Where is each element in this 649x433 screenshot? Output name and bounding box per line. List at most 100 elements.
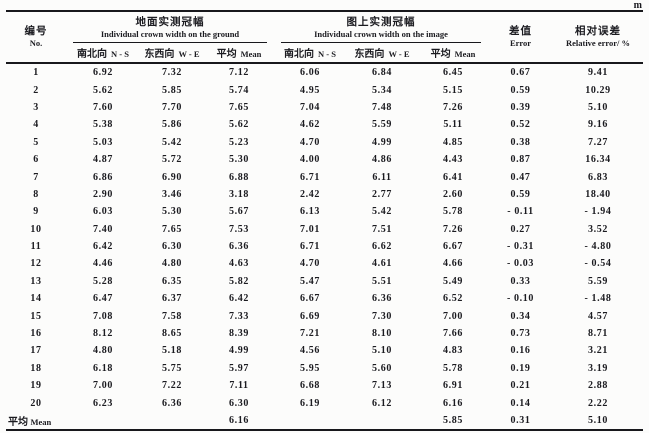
image-ns-cell: 4.70	[300, 136, 320, 148]
row-number-cell: 9	[33, 206, 39, 218]
image-we-cell: 5.59	[372, 119, 392, 131]
mean-row: 平均 Mean 6.16 5.85 0.31 5.10	[6, 412, 643, 430]
row-number-cell: 2	[33, 84, 39, 96]
image-we-cell: 7.13	[372, 380, 392, 392]
image-mean-cell: 6.67	[443, 241, 463, 253]
table-row: 19 7.00 7.22 7.11 6.68 7.13 6.91 0.21 2.88	[6, 377, 643, 394]
header-group-ground-en: Individual crown width on the ground	[100, 29, 240, 39]
image-we-cell: 6.12	[372, 397, 392, 409]
ground-mean-cell: 8.39	[229, 328, 249, 340]
ground-we-cell: 5.72	[162, 154, 182, 166]
ground-mean-cell: 7.12	[229, 67, 249, 79]
ground-mean-cell: 6.42	[229, 293, 249, 305]
header-relative-error-zh: 相对误差	[575, 25, 621, 37]
relative-error-cell: 3.21	[588, 345, 608, 357]
table-row: 17 4.80 5.18 4.99 4.56 5.10 4.83 0.16 3.21	[6, 342, 643, 359]
table-row: 1 6.92 7.32 7.12 6.06 6.84 6.45 0.67 9.41	[6, 63, 643, 81]
image-mean-cell: 7.26	[443, 223, 463, 235]
relative-error-cell: 3.52	[588, 223, 608, 235]
image-mean-cell: 4.43	[443, 154, 463, 166]
error-cell: - 0.31	[507, 241, 534, 253]
image-ns-cell: 7.21	[300, 328, 320, 340]
table-row: 18 6.18 5.75 5.97 5.95 5.60 5.78 0.19 3.19	[6, 360, 643, 377]
row-number-cell: 17	[30, 345, 42, 357]
image-mean-cell: 7.00	[443, 310, 463, 322]
relative-error-cell: 10.29	[585, 84, 611, 96]
image-ns-cell: 4.95	[300, 84, 320, 96]
subheader-image-mean: 平均 Mean	[430, 49, 476, 60]
image-mean-cell: 6.16	[443, 397, 463, 409]
table-row: 6 4.87 5.72 5.30 4.00 4.86 4.43 0.87 16.34	[6, 151, 643, 168]
image-ns-cell: 2.42	[300, 188, 320, 200]
row-number-cell: 10	[30, 223, 42, 235]
relative-error-cell: - 0.54	[584, 258, 612, 270]
table-row: 7 6.86 6.90 6.88 6.71 6.11 6.41 0.47 6.83	[6, 168, 643, 185]
row-number-cell: 16	[30, 328, 42, 340]
relative-error-cell: - 1.48	[584, 293, 612, 305]
ground-mean-cell: 5.74	[229, 84, 249, 96]
image-mean-cell: 2.60	[443, 188, 463, 200]
relative-error-cell: 6.83	[588, 171, 608, 183]
table-row: 8 2.90 3.46 3.18 2.42 2.77 2.60 0.59 18.40	[6, 186, 643, 203]
error-cell: 0.59	[510, 188, 531, 200]
image-ns-cell: 6.69	[300, 310, 320, 322]
header-no-zh: 编号	[24, 25, 48, 37]
table-row: 3 7.60 7.70 7.65 7.04 7.48 7.26 0.39 5.10	[6, 99, 643, 116]
ground-mean-cell: 5.82	[229, 275, 249, 287]
header-relative-error: 相对误差 Relative error/ %	[553, 11, 643, 63]
relative-error-cell: 5.10	[588, 101, 608, 113]
header-error-zh: 差值	[509, 25, 532, 37]
header-relative-error-en: Relative error/ %	[565, 37, 631, 48]
row-number-cell: 11	[30, 241, 42, 253]
image-we-cell: 2.77	[372, 188, 392, 200]
relative-error-cell: 3.19	[588, 362, 608, 374]
table-footer: 平均 Mean 6.16 5.85 0.31 5.10	[6, 412, 643, 430]
ground-ns-cell: 7.60	[93, 101, 113, 113]
error-cell: 0.34	[510, 310, 531, 322]
ground-ns-cell: 4.87	[93, 154, 113, 166]
ground-we-cell: 8.65	[162, 328, 182, 340]
ground-mean-cell: 6.36	[229, 241, 249, 253]
error-cell: 0.39	[510, 101, 531, 113]
image-we-cell: 6.11	[372, 171, 392, 183]
image-ns-cell: 6.68	[300, 380, 320, 392]
error-cell: 0.19	[510, 362, 531, 374]
ground-we-cell: 7.65	[162, 223, 182, 235]
image-we-cell: 6.36	[372, 293, 392, 305]
row-number-cell: 14	[30, 293, 42, 305]
error-cell: - 0.11	[507, 206, 534, 218]
relative-error-cell: 2.22	[588, 397, 608, 409]
header-group-image-zh: 图上实测冠幅	[346, 17, 416, 28]
table-row: 12 4.46 4.80 4.63 4.70 4.61 4.66 - 0.03 - 0.54	[6, 255, 643, 272]
ground-ns-cell: 4.80	[93, 345, 113, 357]
ground-we-cell: 5.18	[162, 345, 182, 357]
ground-mean-cell: 7.65	[229, 101, 249, 113]
error-cell: 0.47	[510, 171, 531, 183]
image-we-cell: 4.86	[372, 154, 392, 166]
relative-error-cell: 9.16	[588, 119, 608, 131]
error-cell: 0.21	[510, 380, 531, 392]
table-row: 16 8.12 8.65 8.39 7.21 8.10 7.66 0.73 8.71	[6, 325, 643, 342]
image-we-cell: 8.10	[372, 328, 392, 340]
header-group-image-en: Individual crown width on the image	[314, 29, 448, 39]
empty-cell	[66, 412, 140, 430]
error-cell: - 0.03	[507, 258, 534, 270]
row-number-cell: 5	[33, 136, 39, 148]
empty-cell	[346, 412, 418, 430]
image-mean-cell: 5.78	[443, 206, 463, 218]
mean-error-value: 0.31	[510, 415, 531, 426]
ground-ns-cell: 6.92	[93, 67, 113, 79]
subheader-ground-we: 东西向 W - E	[144, 49, 200, 60]
relative-error-cell: 5.59	[588, 275, 608, 287]
ground-mean-cell: 4.63	[229, 258, 249, 270]
error-cell: 0.16	[510, 345, 531, 357]
image-we-cell: 5.34	[372, 84, 392, 96]
image-mean-cell: 6.52	[443, 293, 463, 305]
row-number-cell: 3	[33, 101, 39, 113]
ground-we-cell: 6.30	[162, 241, 182, 253]
error-cell: - 0.10	[507, 293, 534, 305]
image-ns-cell: 7.01	[300, 223, 320, 235]
subheader-image-we: 东西向 W - E	[354, 49, 410, 60]
image-mean-cell: 7.26	[443, 101, 463, 113]
